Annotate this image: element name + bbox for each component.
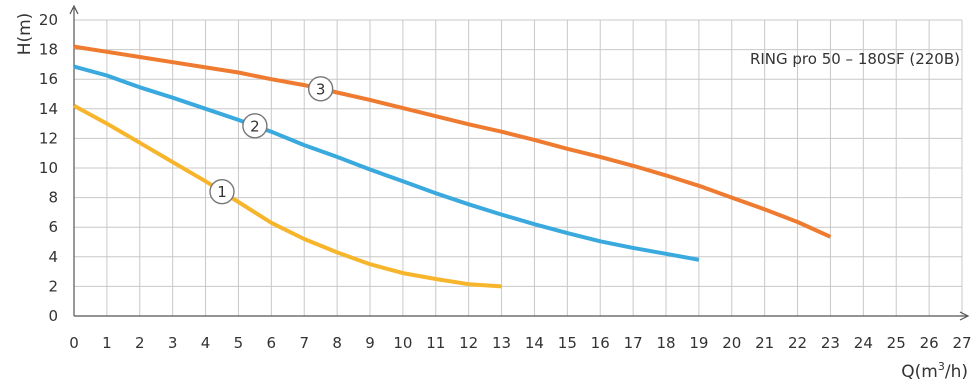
x-tick-label: 24	[854, 334, 873, 352]
series-line-1	[73, 104, 502, 289]
curve-marker-label-1: 1	[217, 183, 227, 201]
curve-marker-1	[209, 178, 235, 205]
curve-marker-2	[242, 113, 268, 139]
series-line-3	[73, 44, 832, 239]
axes: 0 1 2 3 4 5 6 7 8 9 10 11 12 13 14 15 16 17 18 19 20 21 22 23 24…	[39, 4, 972, 352]
x-tick-label: 20	[722, 334, 741, 352]
x-tick-label: 16	[591, 334, 610, 352]
x-tick-label: 23	[821, 334, 840, 352]
curve-marker-label-2: 2	[250, 117, 260, 135]
series-line-2	[73, 64, 700, 262]
x-tick-label: 25	[887, 334, 906, 352]
x-tick-label: 11	[426, 334, 445, 352]
x-tick-label: 22	[788, 334, 807, 352]
x-tick-label: 27	[952, 334, 971, 352]
curve-marker-label-3: 3	[316, 80, 326, 98]
x-axis-title-suffix: /h)	[945, 362, 968, 382]
x-tick-label: 26	[920, 334, 939, 352]
y-tick-label: 16	[39, 70, 58, 88]
x-tick-label: 0	[69, 334, 79, 352]
model-label: RING pro 50 – 180SF (220В)	[750, 50, 960, 68]
x-tick-label: 12	[459, 334, 478, 352]
y-tick-label: 0	[48, 307, 58, 325]
y-axis-title: H(m)	[15, 13, 35, 56]
y-tick-label: 12	[39, 129, 58, 147]
x-tick-label: 6	[267, 334, 277, 352]
x-tick-label: 2	[135, 334, 145, 352]
x-axis-title-prefix: Q(m	[901, 362, 938, 382]
x-tick-label: 17	[624, 334, 643, 352]
x-axis-title: Q(m3/h)	[901, 360, 968, 382]
x-tick-label: 15	[558, 334, 577, 352]
y-tick-label: 2	[48, 277, 58, 295]
x-tick-label: 1	[102, 334, 112, 352]
y-tick-label: 10	[39, 159, 58, 177]
x-tick-label: 8	[332, 334, 342, 352]
x-tick-label: 5	[234, 334, 244, 352]
x-tick-label: 19	[689, 334, 708, 352]
x-tick-label: 14	[525, 334, 544, 352]
y-tick-label: 6	[48, 218, 58, 236]
y-tick-label: 20	[39, 11, 58, 29]
curve-marker-3	[307, 76, 334, 102]
y-tick-label: 4	[48, 248, 58, 266]
y-tick-label: 14	[39, 100, 58, 118]
x-tick-label: 10	[393, 334, 412, 352]
x-tick-label: 21	[755, 334, 774, 352]
y-tick-label: 8	[48, 189, 58, 207]
curve-markers: 1 2 3	[209, 76, 334, 205]
x-tick-label: 9	[365, 334, 375, 352]
y-tick-label: 18	[39, 41, 58, 59]
y-axis-arrow	[69, 4, 79, 15]
x-tick-label: 3	[168, 334, 178, 352]
x-axis-title-superscript: 3	[938, 360, 945, 373]
x-axis-arrow	[959, 311, 970, 321]
x-tick-label: 4	[201, 334, 211, 352]
x-tick-label: 18	[656, 334, 675, 352]
x-tick-label: 7	[299, 334, 309, 352]
series-lines	[73, 44, 832, 289]
x-tick-label: 13	[492, 334, 511, 352]
